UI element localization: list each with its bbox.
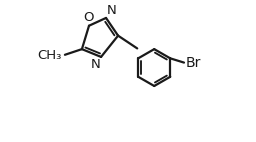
Text: O: O xyxy=(83,11,93,24)
Text: Br: Br xyxy=(185,56,201,70)
Text: CH₃: CH₃ xyxy=(38,49,62,62)
Text: N: N xyxy=(107,4,117,17)
Text: N: N xyxy=(91,58,100,71)
